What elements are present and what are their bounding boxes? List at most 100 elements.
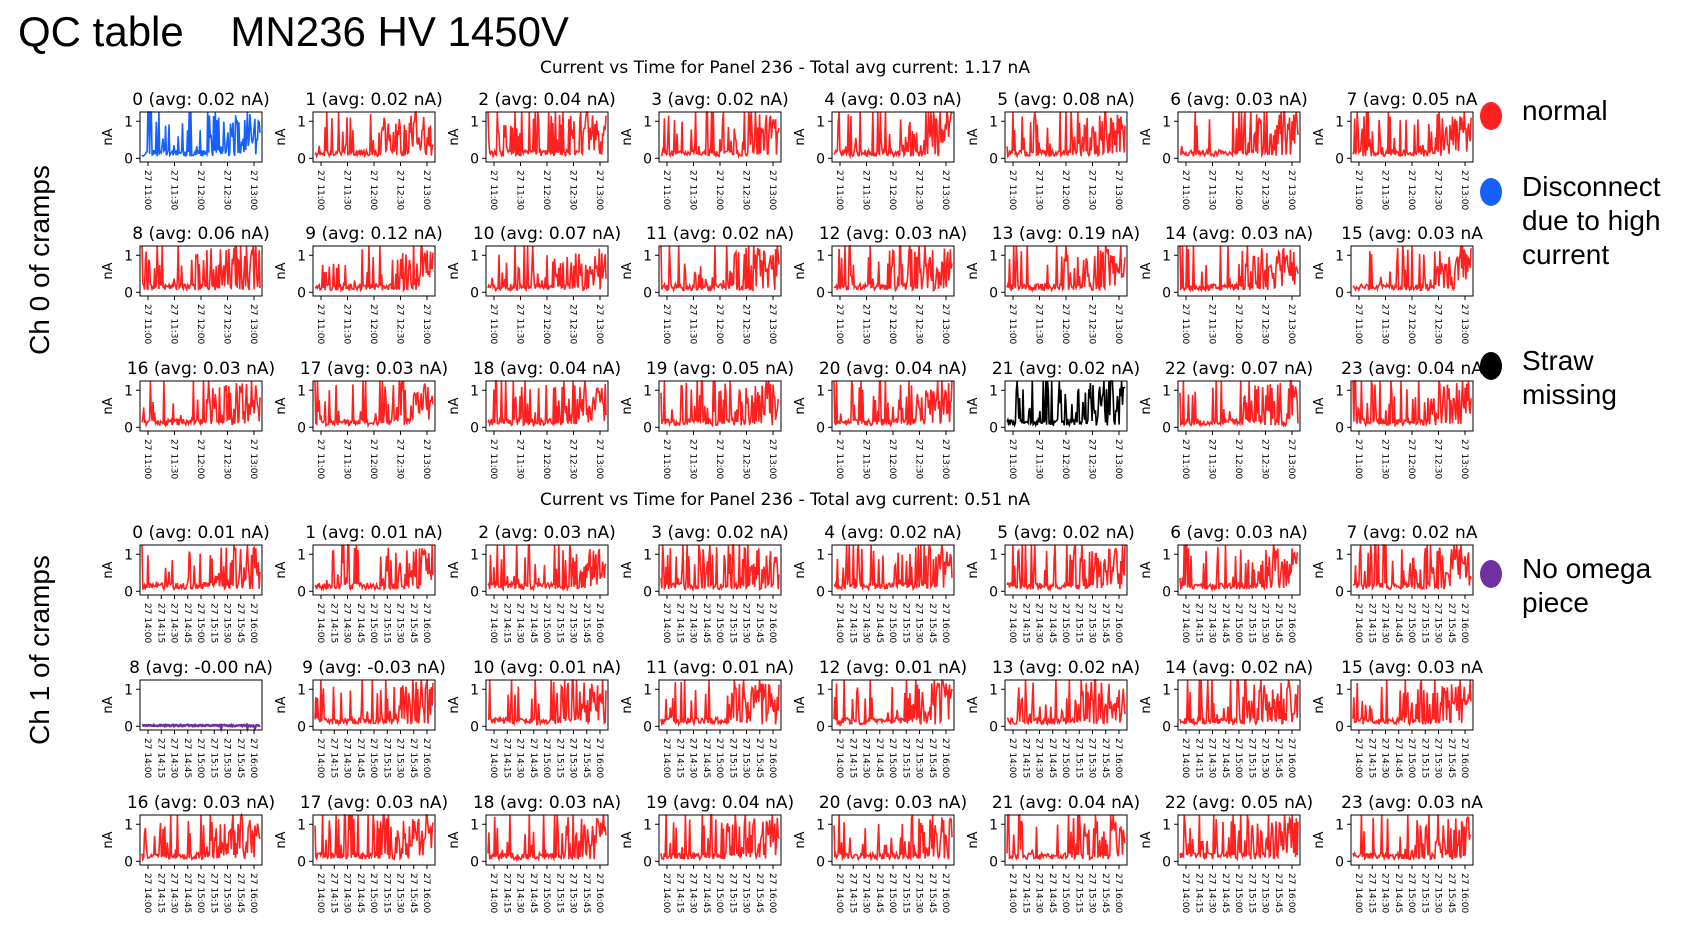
x-tick-label: 27 15:00 xyxy=(368,873,378,914)
x-tick-label: 27 15:00 xyxy=(1060,603,1070,644)
channel-panel: 0 (avg: 0.01 nA) 0 1 nA 27 14:00 27 14:15 27 1… xyxy=(101,523,270,644)
y-tick-label: 0 xyxy=(989,854,998,870)
x-tick-label: 27 16:00 xyxy=(1286,738,1296,779)
x-tick-label: 27 14:15 xyxy=(847,603,857,643)
series-line xyxy=(141,111,261,158)
x-tick-label: 27 11:30 xyxy=(342,170,352,211)
x-tick-label: 27 12:00 xyxy=(887,304,897,345)
series-line xyxy=(1006,544,1126,593)
x-tick-label: 27 14:45 xyxy=(1393,603,1403,643)
y-tick-label: 0 xyxy=(643,151,652,167)
channel-panel: 1 (avg: 0.01 nA) 0 1 nA 27 14:00 27 14:15 27 1… xyxy=(274,523,443,644)
x-tick-label: 27 11:00 xyxy=(488,439,498,480)
x-tick-label: 27 14:30 xyxy=(1034,603,1044,644)
panel-title: 13 (avg: 0.19 nA) xyxy=(992,224,1140,244)
panel-title: 4 (avg: 0.02 nA) xyxy=(824,523,962,543)
y-tick-label: 0 xyxy=(816,285,825,301)
x-tick-label: 27 14:30 xyxy=(1034,873,1044,914)
panel-title: 22 (avg: 0.07 nA) xyxy=(1165,359,1313,379)
x-tick-label: 27 15:30 xyxy=(1433,873,1443,914)
x-tick-label: 27 14:15 xyxy=(155,603,165,643)
x-tick-label: 27 14:30 xyxy=(688,873,698,914)
series-line xyxy=(487,380,607,428)
x-tick-label: 27 15:00 xyxy=(368,603,378,644)
x-tick-label: 27 12:00 xyxy=(1406,439,1416,480)
y-tick-label: 1 xyxy=(643,383,652,399)
x-tick-label: 27 11:00 xyxy=(1353,439,1363,480)
x-tick-label: 27 15:15 xyxy=(208,738,218,778)
y-axis-label: nA xyxy=(1139,561,1154,578)
series-line xyxy=(1179,814,1299,862)
series-line xyxy=(314,380,434,428)
y-tick-label: 0 xyxy=(124,854,133,870)
series-line xyxy=(1006,245,1126,294)
panel-title: 8 (avg: -0.00 nA) xyxy=(129,658,273,678)
x-tick-label: 27 12:30 xyxy=(914,170,924,211)
series-line xyxy=(141,380,261,428)
x-tick-label: 27 12:30 xyxy=(568,439,578,480)
x-tick-label: 27 11:00 xyxy=(488,304,498,345)
channel-panel: 12 (avg: 0.03 nA) 0 1 nA 27 11:00 27 11:30 27 … xyxy=(793,224,967,345)
y-tick-label: 1 xyxy=(816,383,825,399)
x-tick-label: 27 14:30 xyxy=(169,738,179,779)
legend-label: Disconnect due to high current xyxy=(1522,171,1661,270)
x-tick-label: 27 11:30 xyxy=(688,439,698,480)
y-tick-label: 1 xyxy=(989,817,998,833)
x-tick-label: 27 15:15 xyxy=(1419,738,1429,778)
x-tick-label: 27 15:15 xyxy=(1246,738,1256,778)
y-tick-label: 0 xyxy=(1335,854,1344,870)
channel-panel: 11 (avg: 0.01 nA) 0 1 nA 27 14:00 27 14:15 27 … xyxy=(620,658,794,779)
series-line xyxy=(141,812,261,863)
series-line xyxy=(660,544,780,593)
x-tick-label: 27 12:30 xyxy=(1433,304,1443,345)
x-tick-label: 27 15:15 xyxy=(381,873,391,913)
panel-title: 12 (avg: 0.01 nA) xyxy=(819,658,967,678)
panel-title: 11 (avg: 0.02 nA) xyxy=(646,224,794,244)
y-tick-label: 1 xyxy=(989,383,998,399)
series-line xyxy=(833,245,953,293)
channel-panel: 22 (avg: 0.07 nA) 0 1 nA 27 11:00 27 11:30 27 … xyxy=(1139,359,1313,480)
channel-panel: 19 (avg: 0.05 nA) 0 1 nA 27 11:00 27 11:30 27 … xyxy=(620,359,794,480)
channel-panel: 16 (avg: 0.03 nA) 0 1 nA 27 11:00 27 11:30 27 … xyxy=(101,359,275,480)
x-tick-label: 27 14:15 xyxy=(155,738,165,778)
y-tick-label: 0 xyxy=(643,420,652,436)
x-tick-label: 27 15:30 xyxy=(1433,738,1443,779)
x-tick-label: 27 15:15 xyxy=(554,873,564,913)
panel-title: 18 (avg: 0.04 nA) xyxy=(473,359,621,379)
panel-title: 13 (avg: 0.02 nA) xyxy=(992,658,1140,678)
x-tick-label: 27 15:00 xyxy=(541,738,551,779)
y-tick-label: 0 xyxy=(297,719,306,735)
channel-panel: 23 (avg: 0.04 nA 0 1 nA 27 11:00 27 11:30 27 1… xyxy=(1312,359,1483,480)
x-tick-label: 27 15:45 xyxy=(1100,603,1110,643)
x-tick-label: 27 13:00 xyxy=(1459,170,1469,211)
y-axis-label: nA xyxy=(620,561,635,578)
x-tick-label: 27 15:45 xyxy=(1446,873,1456,913)
y-tick-label: 0 xyxy=(816,584,825,600)
panel-title: 10 (avg: 0.01 nA) xyxy=(473,658,621,678)
x-tick-label: 27 12:30 xyxy=(741,304,751,345)
x-tick-label: 27 15:30 xyxy=(568,603,578,644)
x-tick-label: 27 15:15 xyxy=(381,738,391,778)
x-tick-label: 27 11:00 xyxy=(834,304,844,345)
x-tick-label: 27 14:00 xyxy=(142,603,152,644)
x-tick-label: 27 15:15 xyxy=(554,738,564,778)
x-tick-label: 27 13:00 xyxy=(1286,439,1296,480)
series-line xyxy=(1352,544,1472,592)
x-tick-label: 27 15:45 xyxy=(1273,603,1283,643)
channel-panel: 14 (avg: 0.02 nA) 0 1 nA 27 14:00 27 14:15 27 … xyxy=(1139,658,1313,779)
y-tick-label: 0 xyxy=(470,420,479,436)
series-line xyxy=(487,544,607,593)
x-tick-label: 27 14:45 xyxy=(182,603,192,643)
y-tick-label: 1 xyxy=(124,547,133,563)
x-tick-label: 27 16:00 xyxy=(248,738,258,779)
y-axis-label: nA xyxy=(274,561,289,578)
x-tick-label: 27 12:00 xyxy=(714,304,724,345)
x-tick-label: 27 14:45 xyxy=(1047,738,1057,778)
series-line xyxy=(1006,380,1126,428)
x-tick-label: 27 16:00 xyxy=(1459,873,1469,914)
series-line xyxy=(1352,245,1472,293)
x-tick-label: 27 15:15 xyxy=(1073,738,1083,778)
panel-title: 9 (avg: 0.12 nA) xyxy=(305,224,443,244)
x-tick-label: 27 11:30 xyxy=(515,170,525,211)
x-tick-label: 27 12:30 xyxy=(1433,439,1443,480)
